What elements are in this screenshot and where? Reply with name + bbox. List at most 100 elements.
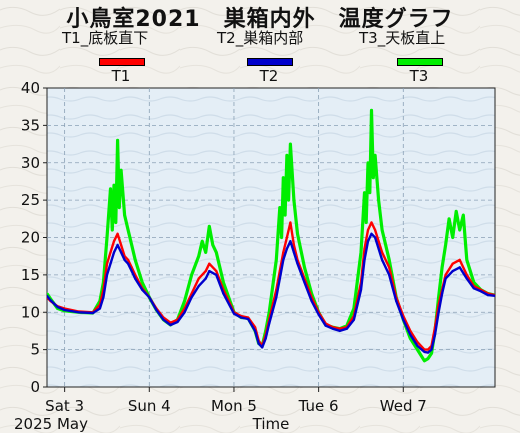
data-point-t1 xyxy=(465,273,468,276)
data-point-t3 xyxy=(285,154,288,157)
legend-label-t2: T2 xyxy=(259,67,279,85)
data-point-t1 xyxy=(370,221,373,224)
data-point-t3 xyxy=(296,232,299,235)
chart-title: 小鳥室2021 巣箱内外 温度グラフ xyxy=(66,7,454,32)
data-point-t2 xyxy=(261,346,264,349)
data-point-t3 xyxy=(278,206,281,209)
data-point-t1 xyxy=(374,228,377,232)
data-point-t2 xyxy=(366,240,370,243)
data-point-t2 xyxy=(303,281,306,284)
y-tick-label: 5 xyxy=(30,341,40,359)
x-tick-label: Mon 5 xyxy=(211,397,257,415)
data-point-t3 xyxy=(409,337,412,340)
data-point-t2 xyxy=(374,236,377,239)
data-point-t2 xyxy=(105,273,109,276)
data-point-t2 xyxy=(116,243,119,247)
data-point-t2 xyxy=(437,311,440,314)
data-point-t2 xyxy=(102,296,105,299)
sensor-label-t1: T1_底板直下 xyxy=(62,29,149,47)
data-point-t2 xyxy=(183,311,186,314)
y-tick-label: 35 xyxy=(21,116,40,134)
data-point-t1 xyxy=(116,232,119,235)
data-point-t2 xyxy=(190,296,193,299)
data-point-t3 xyxy=(47,292,49,295)
data-point-t3 xyxy=(141,281,144,284)
data-point-t3 xyxy=(208,225,211,228)
data-point-t1 xyxy=(197,277,200,280)
data-point-t2 xyxy=(268,322,271,325)
data-point-t2 xyxy=(134,277,137,280)
data-point-t2 xyxy=(370,232,373,235)
data-point-t2 xyxy=(278,277,281,280)
data-point-t2 xyxy=(148,296,151,299)
data-point-t2 xyxy=(141,288,144,291)
legend-label-t3: T3 xyxy=(409,67,429,85)
data-point-t3 xyxy=(280,236,283,239)
legend-label-t1: T1 xyxy=(111,67,131,85)
data-point-t3 xyxy=(366,161,370,164)
data-point-t1 xyxy=(292,243,295,247)
data-point-t3 xyxy=(381,228,384,232)
data-point-t2 xyxy=(215,273,218,276)
y-tick-label: 10 xyxy=(21,303,40,321)
data-point-t3 xyxy=(134,258,137,261)
sensor-label-t2: T2_巣箱内部 xyxy=(217,29,304,47)
data-point-t3 xyxy=(444,243,447,247)
data-point-t3 xyxy=(114,221,117,224)
data-point-t3 xyxy=(289,143,292,146)
data-point-t1 xyxy=(416,341,419,344)
data-point-t3 xyxy=(426,357,430,360)
data-point-t3 xyxy=(451,236,454,239)
data-point-t2 xyxy=(49,299,52,302)
data-point-t1 xyxy=(377,240,380,243)
data-point-t2 xyxy=(109,262,112,265)
data-point-t3 xyxy=(458,228,461,232)
data-point-t1 xyxy=(289,221,292,224)
data-point-t2 xyxy=(63,308,66,312)
data-point-t2 xyxy=(120,251,123,254)
data-point-t3 xyxy=(377,199,380,202)
data-point-t1 xyxy=(112,240,116,243)
data-point-t2 xyxy=(433,333,437,336)
data-point-t3 xyxy=(282,176,285,179)
y-tick-label: 30 xyxy=(21,154,40,172)
data-point-t3 xyxy=(109,187,112,190)
data-point-t1 xyxy=(458,258,461,261)
data-point-t3 xyxy=(204,251,207,254)
data-point-t3 xyxy=(222,281,225,284)
data-point-t2 xyxy=(388,273,391,276)
data-point-t2 xyxy=(222,292,225,295)
legend-swatch-t2 xyxy=(247,58,293,66)
data-point-t3 xyxy=(416,348,419,351)
data-point-t2 xyxy=(204,277,207,280)
data-point-t3 xyxy=(303,266,306,269)
data-point-t2 xyxy=(409,333,412,336)
data-point-t2 xyxy=(112,251,116,254)
data-point-t2 xyxy=(127,262,130,265)
data-point-t2 xyxy=(352,318,355,321)
data-point-t1 xyxy=(451,262,454,265)
x-tick-label: Tue 6 xyxy=(298,397,339,415)
data-point-t2 xyxy=(123,258,126,261)
data-point-t2 xyxy=(197,285,200,288)
data-point-t2 xyxy=(169,323,172,327)
x-tick-label: Sun 4 xyxy=(128,397,171,415)
data-point-t2 xyxy=(91,311,94,315)
data-point-t2 xyxy=(479,290,482,293)
data-point-t2 xyxy=(247,317,250,321)
axes: 0 5 10 15 20 25 30 35 40 Sat 3 Sun 4 Mon 5 Tue 6 Wed … xyxy=(14,79,427,433)
data-point-t3 xyxy=(465,258,468,261)
data-point-t3 xyxy=(215,251,218,254)
data-point-t2 xyxy=(377,247,380,250)
data-point-t2 xyxy=(363,258,366,261)
data-point-t2 xyxy=(98,307,101,310)
data-point-t2 xyxy=(296,262,299,265)
data-point-t2 xyxy=(423,350,426,353)
data-point-t2 xyxy=(426,351,430,354)
series-layer xyxy=(47,108,495,363)
x-tick-label: Wed 7 xyxy=(380,397,427,415)
data-point-t3 xyxy=(448,217,451,220)
data-point-t1 xyxy=(208,262,211,265)
data-point-t1 xyxy=(215,270,218,273)
